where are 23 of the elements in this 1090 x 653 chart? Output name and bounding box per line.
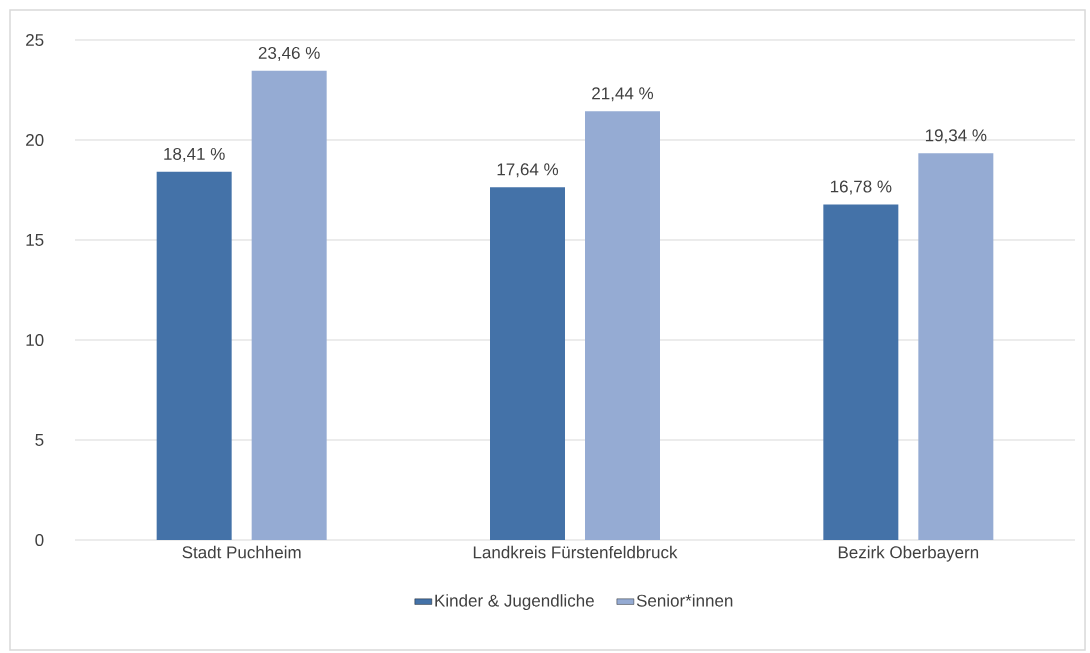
data-label: 23,46 %	[258, 46, 320, 61]
y-tick-label: 25	[26, 33, 44, 47]
legend-label: Kinder & Jugendliche	[435, 594, 594, 611]
bar	[490, 187, 565, 540]
legend-label: Senior*innen	[636, 594, 733, 607]
x-tick-label: Bezirk Oberbayern	[838, 545, 979, 562]
bar	[585, 111, 660, 540]
bar	[918, 153, 994, 540]
bar	[156, 171, 232, 540]
y-tick-label: 0	[35, 533, 44, 547]
x-tick-label: Landkreis Fürstenfeldbruck	[473, 545, 678, 559]
y-tick-label: 15	[26, 234, 44, 246]
data-label: 16,78 %	[830, 180, 892, 195]
y-tick-label: 5	[35, 434, 44, 446]
data-label: 18,41 %	[164, 147, 225, 162]
data-label: 21,44 %	[592, 87, 654, 102]
data-label: 17,64 %	[497, 163, 559, 178]
data-label: 19,34 %	[925, 129, 987, 144]
bar	[251, 70, 327, 540]
bar	[823, 204, 899, 540]
y-tick-label: 10	[26, 333, 44, 347]
x-tick-label: Stadt Puchheim	[182, 545, 301, 559]
y-tick-label: 20	[26, 133, 44, 147]
